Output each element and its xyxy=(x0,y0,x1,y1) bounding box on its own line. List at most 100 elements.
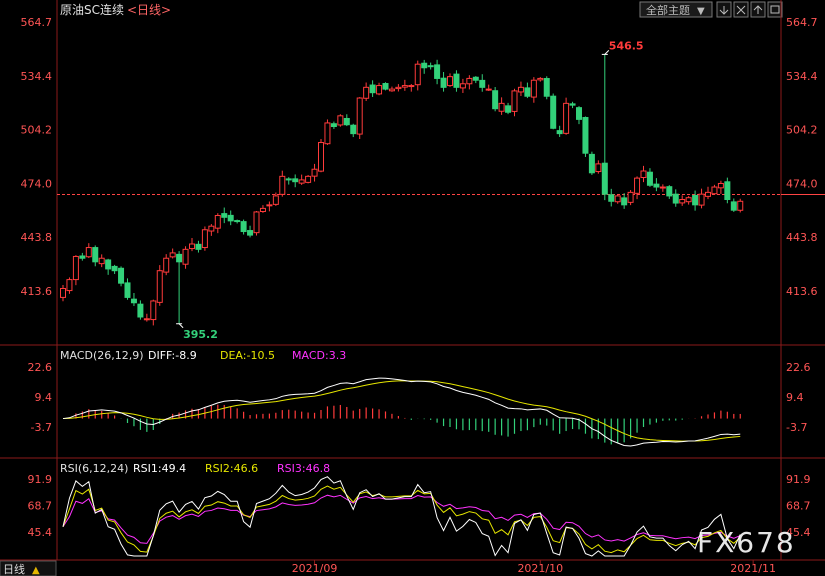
candle-down xyxy=(692,194,699,206)
close-icon xyxy=(736,5,746,15)
candle-down xyxy=(195,243,202,250)
candle-up xyxy=(376,85,383,95)
candle-down xyxy=(240,221,247,233)
candle-up xyxy=(305,175,312,183)
extreme-pointer xyxy=(178,323,184,329)
x-tick-label: 2021/10 xyxy=(517,562,563,575)
y-tick-label-left: 564.7 xyxy=(21,16,53,29)
candle-up xyxy=(266,204,273,207)
candle-down xyxy=(137,303,144,318)
rsi-legend-value: 46.8 xyxy=(306,462,331,475)
macd-legend-value: 3.3 xyxy=(329,349,347,362)
y-tick-label-left: 443.8 xyxy=(21,231,53,244)
candle-up xyxy=(311,168,318,177)
candle-down xyxy=(118,267,125,284)
extreme-label: 546.5 xyxy=(609,39,644,52)
candle-down xyxy=(234,220,241,223)
grid-lines xyxy=(57,194,825,196)
rsi-legend: RSI(6,12,24) RSI1:49.4 RSI2:46.6 RSI3:46.8 xyxy=(60,462,330,475)
rsi-legend-name: RSI1 xyxy=(133,462,158,475)
candle-up xyxy=(705,191,711,197)
candle-down xyxy=(724,181,731,200)
candles xyxy=(60,54,744,326)
rsi-legend-name: RSI2 xyxy=(205,462,230,475)
y-tick-label-right: 504.2 xyxy=(786,124,818,137)
candle-down xyxy=(124,282,131,298)
candle-down xyxy=(621,197,628,206)
candle-up xyxy=(318,142,324,172)
candle-down xyxy=(130,298,137,304)
candle-up xyxy=(711,186,718,195)
candle-up xyxy=(163,257,170,273)
candle-up xyxy=(517,86,524,93)
macd-legend-sep: : xyxy=(325,349,329,362)
y-tick-label-left: 504.2 xyxy=(21,124,53,137)
candle-up xyxy=(272,195,279,205)
candle-up xyxy=(717,182,724,189)
candle-down xyxy=(247,230,254,236)
candle-up xyxy=(60,288,66,298)
period-button[interactable]: 日线 ▲ xyxy=(0,560,57,576)
expand-button[interactable] xyxy=(767,1,783,18)
period-label: <日线> xyxy=(127,3,171,17)
candle-up xyxy=(388,88,395,92)
candle-up xyxy=(737,200,744,211)
candle-up xyxy=(634,177,641,194)
candle-down xyxy=(472,76,479,81)
candle-down xyxy=(646,171,653,186)
rsi-title: RSI(6,12,24) xyxy=(60,462,128,475)
candle-up xyxy=(208,225,215,232)
macd-y-tick-right: 22.6 xyxy=(786,361,811,374)
rsi-panel: 91.9 91.9 68.7 68.7 45.4 45.4 xyxy=(28,473,811,557)
macd-y-tick-left: 9.4 xyxy=(35,391,53,404)
candle-down xyxy=(569,103,576,106)
candle-up xyxy=(298,179,305,184)
candle-up xyxy=(511,90,518,112)
candle-up xyxy=(143,318,150,321)
rsi-y-tick-left: 45.4 xyxy=(28,526,53,539)
theme-select-label: 全部主题 xyxy=(646,3,690,17)
macd-legend-name: DEA xyxy=(220,349,243,362)
candle-up xyxy=(259,207,266,212)
rsi1-line xyxy=(62,476,741,557)
candle-up xyxy=(401,85,408,88)
rsi2-line xyxy=(62,485,741,554)
x-tick-label: 2021/09 xyxy=(292,562,338,575)
candle-down xyxy=(221,213,228,218)
rsi-y-tick-left: 68.7 xyxy=(28,499,53,512)
candle-down xyxy=(343,117,350,126)
candle-up xyxy=(530,79,537,98)
rsi-y-tick-left: 91.9 xyxy=(28,473,53,486)
candle-down xyxy=(292,178,299,183)
macd-legend-sep: : xyxy=(243,349,247,362)
rsi-y-tick-right: 91.9 xyxy=(786,473,811,486)
window-buttons xyxy=(716,1,783,18)
theme-select[interactable]: 全部主题 ▼ xyxy=(639,1,713,18)
macd-legend-sep: : xyxy=(172,349,176,362)
candle-up xyxy=(485,88,492,91)
y-tick-label-right: 534.4 xyxy=(786,70,818,83)
candle-down xyxy=(382,83,389,90)
candle-down xyxy=(479,79,486,88)
candle-down xyxy=(285,178,292,181)
extreme-label: 395.2 xyxy=(183,328,218,341)
rsi-y-tick-right: 68.7 xyxy=(786,499,811,512)
candle-up xyxy=(537,77,544,81)
candle-up xyxy=(189,243,195,250)
candle-down xyxy=(427,65,434,68)
candle-up xyxy=(156,270,163,303)
candle-down xyxy=(582,117,589,154)
candle-up xyxy=(698,193,705,206)
candle-down xyxy=(505,105,512,113)
candle-up xyxy=(563,102,570,134)
symbol-title: 原油SC连续 xyxy=(60,2,124,17)
rsi3-line xyxy=(62,494,741,544)
candle-up xyxy=(253,211,260,234)
candle-up xyxy=(72,255,79,281)
macd-legend-name: MACD xyxy=(292,349,325,362)
price-axis-right: 564.7 534.4 504.2 474.0 443.8 413.6 xyxy=(786,16,818,298)
chevron-up-icon: ▲ xyxy=(32,565,40,576)
y-tick-label-left: 413.6 xyxy=(21,285,53,298)
candle-up xyxy=(640,170,647,178)
rsi-legend-sep: : xyxy=(302,462,306,475)
